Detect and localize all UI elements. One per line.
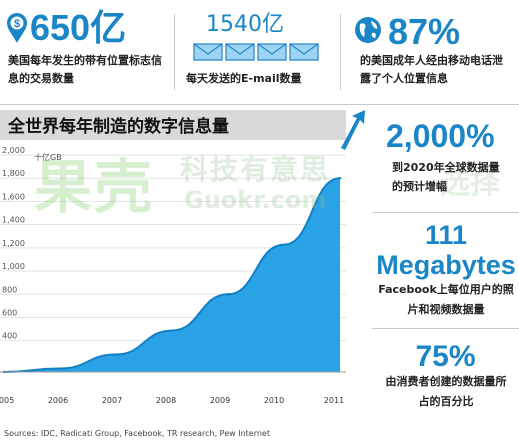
chart-title-band xyxy=(0,110,346,140)
stat-caption: 到2020年全球数据量的预计增幅 xyxy=(392,161,500,193)
stat-caption: 由消费者创建的数据量所占的百分比 xyxy=(385,375,507,408)
data-point xyxy=(338,177,342,180)
globe-icon xyxy=(354,16,382,44)
stat-value: 650亿 xyxy=(30,7,127,48)
y-tick-label: 600 xyxy=(2,308,17,317)
stat-caption: 的美国成年人经由移动电话泄露了个人位置信息 xyxy=(360,54,503,85)
x-tick-label: 2005 xyxy=(0,396,14,405)
x-tick-label: 2007 xyxy=(102,396,122,405)
stat-value: 2,000% xyxy=(386,118,495,154)
y-tick-label: 1,000 xyxy=(2,262,25,271)
chart-title: 全世界每年制造的数字信息量 xyxy=(7,116,229,137)
svg-text:$: $ xyxy=(14,18,20,30)
divider xyxy=(340,14,341,90)
stat-transactions: $ 650亿 美国每年发生的带有位置标志信息的交易数量 xyxy=(0,0,172,100)
stat-facebook: 111 Megabytes Facebook上每位用户的照片和视频数据量 xyxy=(372,214,519,324)
x-tick-label: 2010 xyxy=(264,396,284,405)
divider xyxy=(372,212,519,213)
envelope-icon xyxy=(192,42,322,62)
x-tick-label: 2006 xyxy=(48,396,68,405)
y-tick-label: 1,800 xyxy=(2,169,25,178)
stat-consumer: 75% 由消费者创建的数据量所占的百分比 xyxy=(372,330,519,420)
chart-svg: 4006008001,0001,2001,4001,6001,8002,000 … xyxy=(0,110,346,405)
dollar-pin-icon: $ xyxy=(6,12,28,44)
divider xyxy=(372,328,519,329)
y-tick-label: 400 xyxy=(2,332,17,341)
trend-arrow xyxy=(341,110,365,150)
x-tick-label: 2008 xyxy=(156,396,176,405)
y-tick-label: 1,200 xyxy=(2,239,25,248)
stat-caption: 美国每年发生的带有位置标志信息的交易数量 xyxy=(8,54,162,85)
stat-value: 111 Megabytes xyxy=(376,220,516,280)
stat-mobile-location: 87% 的美国成年人经由移动电话泄露了个人位置信息 xyxy=(342,0,519,100)
data-point xyxy=(114,353,118,356)
y-tick-label: 1,400 xyxy=(2,216,25,225)
data-point xyxy=(58,367,62,370)
data-point xyxy=(170,329,174,332)
data-area xyxy=(4,178,340,372)
y-tick-label: 1,600 xyxy=(2,192,25,201)
divider xyxy=(0,104,519,105)
stat-value: 87% xyxy=(388,11,461,52)
data-line xyxy=(3,177,341,373)
stat-caption: 每天发送的E-mail数量 xyxy=(186,72,302,85)
divider xyxy=(174,14,175,90)
stat-value: 75% xyxy=(415,340,476,373)
data-point xyxy=(226,293,230,296)
unit-label: 十亿GB xyxy=(34,152,62,162)
stat-growth: 2,000% 到2020年全球数据量的预计增幅 xyxy=(372,114,519,210)
y-tick-label: 800 xyxy=(2,285,17,294)
stat-caption: Facebook上每位用户的照片和视频数据量 xyxy=(378,283,514,316)
area-chart: 400 600 800 1,000 1,200 1,400 1,600 1,800 2,000 … xyxy=(0,110,365,408)
x-tick-label: 2009 xyxy=(210,396,230,405)
data-point xyxy=(282,243,286,246)
y-tick-label: 2,000 xyxy=(2,146,25,155)
x-tick-label: 2011 xyxy=(324,396,344,405)
stat-value: 1540亿 xyxy=(206,12,284,37)
stat-emails: 1540亿 每天发送的E-mail数量 xyxy=(176,0,336,100)
source-note: Sources: IDC, Radicati Group, Facebook, … xyxy=(4,429,270,438)
